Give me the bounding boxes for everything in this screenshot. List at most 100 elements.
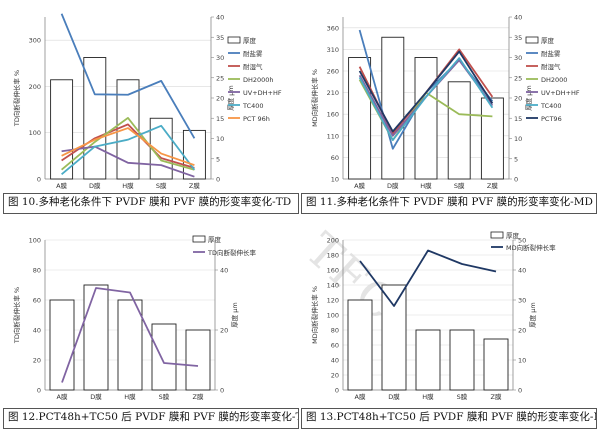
y2-tick-label: 0 <box>216 176 220 184</box>
y2-tick-label: 20 <box>220 327 228 335</box>
y-tick-label: 200 <box>327 237 339 245</box>
bar <box>117 299 143 391</box>
y2-axis-title: 厚度 μm <box>230 302 239 328</box>
legend-label: 耐湿气 <box>541 62 561 71</box>
y-axis-title: TD向断裂伸长率 % <box>12 287 21 344</box>
x-tick-label: S膜 <box>457 392 468 401</box>
legend-label: 耐盐雾 <box>541 49 561 58</box>
y-tick-label: 100 <box>29 129 41 137</box>
x-tick-label: D膜 <box>89 181 101 190</box>
y2-tick-label: 50 <box>518 237 526 245</box>
y-axis-title: MD向断裂伸长率 % <box>310 286 319 344</box>
legend-label: 厚度 <box>541 36 555 45</box>
y2-tick-label: 10 <box>514 135 522 143</box>
x-tick-label: Z膜 <box>491 392 502 401</box>
y2-tick-label: 35 <box>216 34 224 42</box>
series-line <box>61 117 195 171</box>
legend-label: 厚度 <box>208 235 222 244</box>
x-tick-label: D膜 <box>90 392 102 401</box>
y-tick-label: 260 <box>327 68 339 76</box>
y-tick-label: 200 <box>29 83 41 91</box>
bar <box>185 329 211 391</box>
series-line <box>61 124 196 176</box>
chart-md-pct: 02040608010012014016018020001020304050MD… <box>310 231 556 401</box>
y-tick-label: 80 <box>33 267 41 275</box>
y-tick-label: 180 <box>327 252 339 260</box>
series-line <box>61 127 195 166</box>
y2-tick-label: 25 <box>216 74 224 82</box>
legend-label: PCT96 <box>541 115 562 123</box>
y2-tick-label: 0 <box>220 387 224 395</box>
chart-td-aging: 0 100 200 300 0 5 10 15 20 25 30 35 40 TD向断裂伸长率 % 厚度 μ… <box>12 13 282 190</box>
legend-label: MD向断裂伸长率 <box>506 243 556 252</box>
bar <box>414 57 438 180</box>
y2-tick-label: 15 <box>514 115 522 123</box>
bar <box>83 284 109 391</box>
chart-panel-md-pct: 0 20 40 60 80 100 120 140 160 180 200 0 10 20 30 40 50 MD… <box>301 228 597 433</box>
legend-label: 厚度 <box>506 231 520 240</box>
legend-label: TC400 <box>540 102 562 110</box>
y-axis-title: MD向断裂伸长率 % <box>310 69 319 127</box>
y2-tick-label: 5 <box>216 155 220 163</box>
figure-caption: 图 11.多种老化条件下 PVDF 膜和 PVF 膜的形变率变化-MD <box>301 193 597 214</box>
x-tick-label: D膜 <box>387 181 399 190</box>
bar <box>381 284 407 391</box>
x-tick-label: A膜 <box>56 181 67 190</box>
y-tick-label: 160 <box>327 111 339 119</box>
y-tick-label: 140 <box>327 282 339 290</box>
y-tick-label: 60 <box>331 342 339 350</box>
y2-tick-label: 15 <box>216 115 224 123</box>
bar <box>347 299 373 391</box>
y2-tick-label: 0 <box>514 176 518 184</box>
y-tick-label: 0 <box>37 387 41 395</box>
legend-label: DH2000h <box>243 76 274 84</box>
legend-label: UV+DH+HF <box>243 89 282 97</box>
x-tick-label: S膜 <box>156 181 167 190</box>
bar <box>151 323 177 391</box>
y2-tick-label: 30 <box>514 54 522 62</box>
series-line <box>359 249 497 307</box>
y2-tick-label: 35 <box>514 34 522 42</box>
legend-label: 耐湿气 <box>243 62 263 71</box>
bar <box>49 299 75 391</box>
bar <box>50 79 74 180</box>
legend-label: DH2000 <box>541 76 567 84</box>
y2-tick-label: 40 <box>220 267 228 275</box>
bar <box>483 338 509 391</box>
y-tick-label: 40 <box>331 357 339 365</box>
y-tick-label: 360 <box>327 24 339 32</box>
bar <box>480 97 504 180</box>
y-tick-label: 300 <box>29 37 41 45</box>
series-line <box>358 50 494 133</box>
y-tick-label: 20 <box>331 372 339 380</box>
x-tick-label: A膜 <box>355 392 366 401</box>
legend-label: TC400 <box>242 102 264 110</box>
legend-swatch <box>227 36 241 44</box>
x-tick-label: Z膜 <box>193 392 204 401</box>
x-tick-label: Z膜 <box>189 181 200 190</box>
y2-axis-title: 厚度 μm <box>524 85 533 111</box>
y2-axis-title: 厚度 μm <box>226 85 235 111</box>
x-tick-label: A膜 <box>57 392 68 401</box>
x-tick-label: H膜 <box>122 181 134 190</box>
chart-panel-md-aging: 10 60 110 160 210 260 310 360 0 5 10 15 20 25 30 35 40 MD… <box>301 3 597 216</box>
x-tick-label: D膜 <box>388 392 400 401</box>
series-line <box>358 57 494 142</box>
x-tick-label: Z膜 <box>487 181 498 190</box>
y-tick-label: 310 <box>327 46 339 54</box>
y-tick-label: 120 <box>327 297 339 305</box>
legend-label: PCT 96h <box>243 115 270 123</box>
series-line <box>61 287 199 383</box>
legend-swatch <box>490 231 504 239</box>
y2-tick-label: 20 <box>514 95 522 103</box>
x-tick-label: H膜 <box>420 181 432 190</box>
y2-tick-label: 10 <box>518 357 526 365</box>
figure-caption: 图 13.PCT48h+TC50 后 PVDF 膜和 PVF 膜的形变率变化-M… <box>301 408 597 429</box>
bar <box>381 36 405 180</box>
y2-tick-label: 40 <box>514 14 522 22</box>
figure-caption: 图 10.多种老化条件下 PVDF 膜和 PVF 膜的形变率变化-TD <box>3 193 299 214</box>
bar <box>449 329 475 391</box>
legend-label: TD向断裂伸长率 <box>207 248 256 257</box>
y2-axis-title: 厚度 μm <box>528 302 537 328</box>
y-tick-label: 20 <box>33 357 41 365</box>
